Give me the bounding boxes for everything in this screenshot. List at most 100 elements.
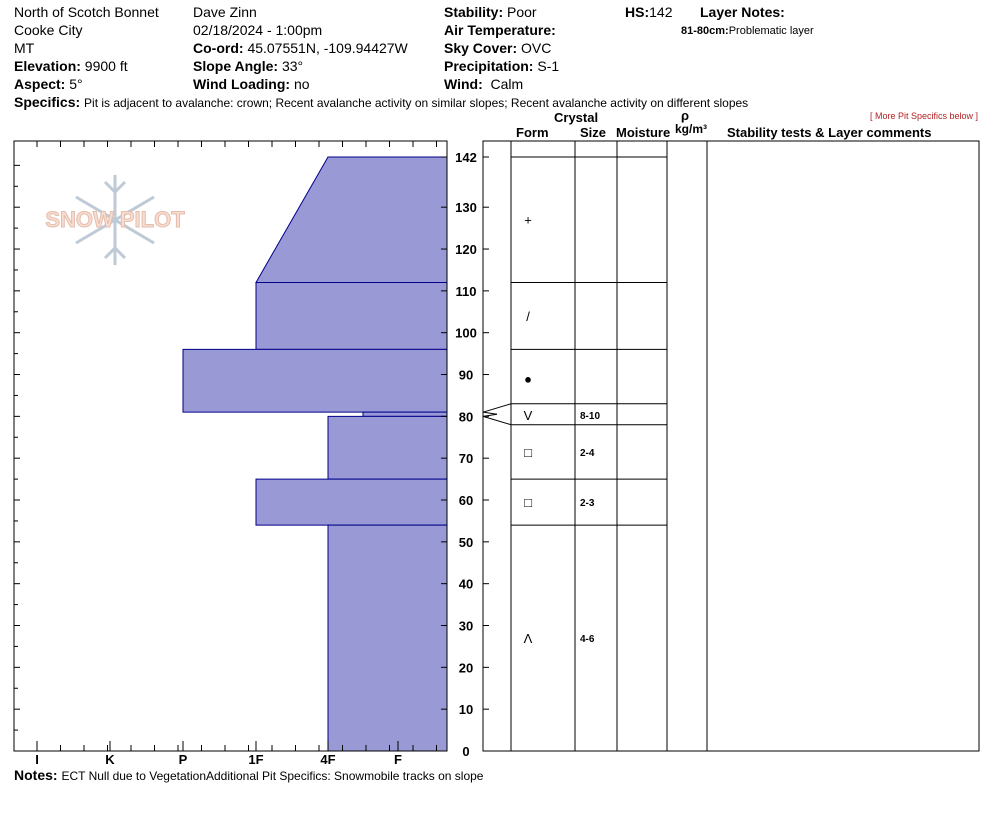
observer: Dave Zinn	[193, 4, 257, 20]
wind-value: Calm	[490, 76, 524, 92]
specifics-label: Specifics:	[14, 94, 81, 110]
hardness-tick-label: I	[35, 752, 39, 767]
moisture-header: Moisture	[616, 125, 671, 140]
grain-form-symbol: □	[524, 495, 532, 510]
height-tick-label: 120	[455, 242, 477, 257]
hardness-layer-bar	[327, 524, 448, 752]
crystal-table: + / ● V 8-10 □ 2-4 □ 2-3 Λ 4-6	[482, 140, 980, 752]
notes-text: ECT Null due to VegetationAdditional Pit…	[61, 769, 484, 783]
wind-loading-value: no	[293, 76, 310, 92]
height-tick-label: 142	[455, 150, 477, 165]
wind-loading-label: Wind Loading:	[193, 76, 291, 92]
grain-form-symbol: ●	[524, 372, 532, 387]
layer-note-text: Problematic layer	[728, 25, 814, 37]
precipitation: Precipitation: S-1	[444, 57, 559, 75]
aspect-value: 5°	[69, 76, 83, 92]
precip-value: S-1	[537, 58, 560, 74]
precip-label: Precipitation:	[444, 58, 534, 74]
layer-note-range: 81-80cm:	[681, 25, 729, 37]
grain-form-symbol: V	[524, 408, 533, 423]
slope-label: Slope Angle:	[193, 58, 279, 74]
stability-value: Poor	[507, 4, 537, 20]
notes: Notes: ECT Null due to VegetationAdditio…	[14, 766, 483, 785]
height-tick-label: 110	[456, 284, 477, 299]
row-connector	[482, 411, 498, 415]
grain-form-symbol: Λ	[524, 631, 533, 646]
height-tick-label: 130	[455, 200, 477, 215]
layer-note: 81-80cm:Problematic layer	[681, 24, 814, 38]
sky-label: Sky Cover:	[444, 40, 518, 56]
grain-size-label: 2-3	[580, 498, 595, 509]
height-tick-label: 30	[459, 619, 473, 634]
hardness-tick-label: 4F	[320, 752, 335, 767]
hardness-tick-label: 1F	[248, 752, 263, 767]
grain-form-symbol: □	[524, 445, 532, 460]
snowpilot-logo: SNOW PILOT	[45, 175, 186, 265]
datetime: 02/18/2024 - 1:00pm	[193, 22, 323, 38]
table-border	[482, 140, 980, 752]
aspect: Aspect: 5°	[14, 75, 83, 93]
specifics: Specifics: Pit is adjacent to avalanche:…	[14, 93, 748, 112]
aspect-label: Aspect:	[14, 76, 66, 92]
hardness-tick-label: K	[105, 752, 115, 767]
sky-value: OVC	[521, 40, 552, 56]
hardness-tick-label: P	[179, 752, 188, 767]
height-tick-label: 80	[459, 409, 473, 424]
height-tick-label: 70	[459, 451, 473, 466]
hs-label: HS:	[625, 4, 650, 20]
height-tick-label: 90	[459, 368, 473, 383]
grain-size-label: 2-4	[580, 448, 595, 459]
elevation-label: Elevation:	[14, 58, 81, 74]
row-connector	[482, 415, 512, 426]
height-tick-label: 100	[455, 326, 477, 341]
height-tick-label: 50	[459, 535, 473, 550]
grain-size-label: 8-10	[580, 411, 600, 422]
hardness-tick-label: F	[394, 752, 402, 767]
size-header: Size	[580, 125, 607, 140]
height-tick-label: 40	[459, 577, 473, 592]
logo-text: SNOW PILOT	[45, 207, 185, 232]
coord-value: 45.07551N, -109.94427W	[247, 40, 408, 56]
wind-label: Wind:	[444, 76, 483, 92]
form-header: Form	[516, 125, 549, 140]
air-temperature: Air Temperature:	[444, 21, 556, 39]
row-connector	[482, 403, 512, 413]
hardness-layer-bar	[327, 415, 448, 480]
wind: Wind: Calm	[444, 75, 523, 93]
air-temp-label: Air Temperature:	[444, 22, 556, 38]
hardness-axis: I K P 1F 4F F	[35, 741, 402, 767]
hardness-layer-bar	[255, 281, 448, 350]
sky-cover: Sky Cover: OVC	[444, 39, 551, 57]
coordinates: Co-ord: 45.07551N, -109.94427W	[193, 39, 408, 57]
more-pit-specifics-link[interactable]: [ More Pit Specifics below ]	[870, 111, 979, 121]
notes-label: Notes:	[14, 767, 58, 783]
row-connector	[482, 413, 498, 417]
hardness-layer-bar	[182, 348, 448, 413]
elevation: Elevation: 9900 ft	[14, 57, 128, 75]
height-tick-label: 0	[462, 744, 469, 759]
grain-form-symbol: /	[526, 309, 530, 324]
plot-border	[13, 140, 448, 752]
layer-notes-label: Layer Notes:	[700, 4, 785, 20]
wind-loading: Wind Loading: no	[193, 75, 310, 93]
coord-label: Co-ord:	[193, 40, 244, 56]
hardness-layer-bar	[255, 478, 448, 526]
hs: HS:142	[625, 3, 672, 21]
slope-angle: Slope Angle: 33°	[193, 57, 303, 75]
hs-value: 142	[649, 4, 673, 20]
specifics-text: Pit is adjacent to avalanche: crown; Rec…	[84, 96, 749, 110]
height-tick-label: 60	[459, 493, 473, 508]
snowflake-icon	[75, 175, 155, 265]
slope-value: 33°	[281, 58, 304, 74]
height-tick-label: 10	[459, 702, 473, 717]
hardness-frame	[13, 140, 448, 752]
hardness-layer-bar	[362, 411, 448, 417]
height-tick-label: 20	[459, 660, 473, 675]
stability-label: Stability:	[444, 4, 504, 20]
hardness-layer-bar	[255, 156, 448, 283]
hardness-layers	[182, 156, 448, 752]
rho-header: ρ	[681, 108, 690, 123]
grain-form-symbol: +	[524, 213, 532, 228]
density-unit-header: kg/m³	[675, 122, 708, 136]
